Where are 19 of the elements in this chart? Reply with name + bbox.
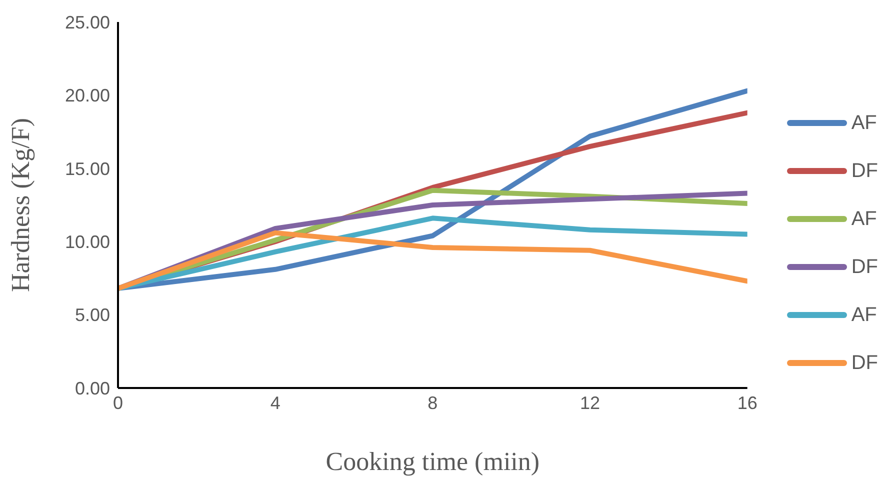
legend-label: DF bbox=[851, 159, 878, 184]
legend-label: DF bbox=[851, 255, 878, 280]
y-axis-title: Hardness (Kg/F) bbox=[6, 118, 36, 292]
y-tick-label: 25.00 bbox=[64, 12, 110, 32]
x-tick-label: 16 bbox=[737, 392, 758, 413]
legend-label: AF bbox=[851, 303, 877, 328]
x-axis-title: Cooking time (miin) bbox=[326, 447, 540, 476]
x-tick-label: 12 bbox=[580, 392, 600, 413]
y-tick-label: 10.00 bbox=[64, 232, 110, 252]
legend-label: DF bbox=[851, 351, 878, 376]
y-tick-label: 0.00 bbox=[74, 378, 110, 398]
x-tick-label: 4 bbox=[270, 392, 280, 413]
legend-label: AF bbox=[851, 111, 877, 136]
legend-label: AF bbox=[851, 207, 877, 232]
x-tick-label: 0 bbox=[112, 392, 124, 413]
y-tick-label: 5.00 bbox=[74, 305, 110, 326]
x-tick-label: 8 bbox=[428, 392, 438, 413]
y-tick-label: 20.00 bbox=[64, 86, 110, 106]
y-tick-label: 15.00 bbox=[64, 158, 110, 179]
